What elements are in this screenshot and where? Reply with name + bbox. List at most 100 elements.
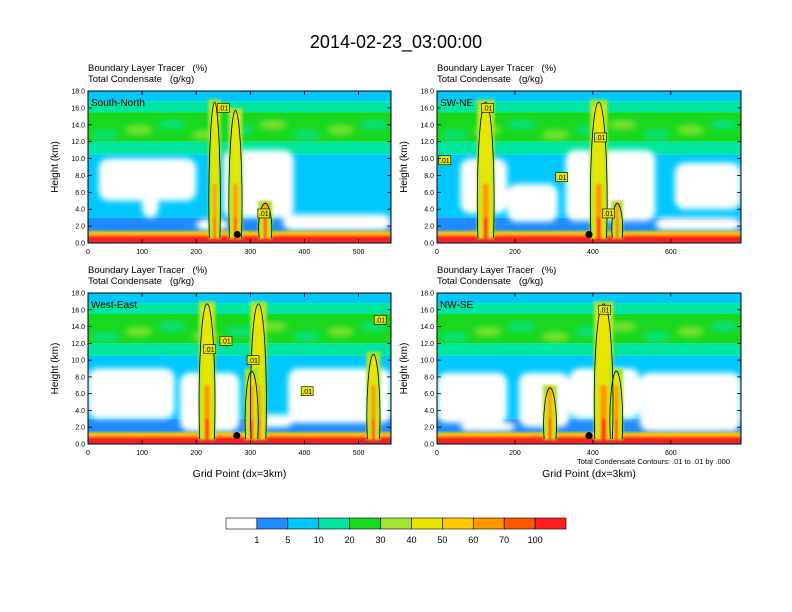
y-tick-label: 8.0 bbox=[424, 173, 434, 180]
y-tick-label: 10.0 bbox=[71, 358, 85, 365]
contour-label-2: .01 bbox=[557, 175, 567, 182]
patch-7 bbox=[326, 326, 355, 337]
contour-label-box-2 bbox=[246, 355, 260, 365]
bl-red bbox=[88, 235, 391, 243]
contour-2 bbox=[611, 202, 624, 238]
patch-6 bbox=[642, 331, 671, 342]
contour-label-1: .01 bbox=[596, 135, 606, 142]
patch-1 bbox=[124, 326, 153, 337]
location-marker bbox=[233, 231, 241, 239]
bl-red bbox=[437, 235, 741, 243]
contour-label-box-2 bbox=[555, 172, 569, 182]
panel-label-line1: Boundary Layer Tracer (%) bbox=[437, 265, 557, 276]
column-mid-0 bbox=[201, 307, 213, 440]
column-base-0 bbox=[205, 418, 209, 440]
patch-7 bbox=[676, 124, 705, 135]
panel-label-line2: Total Condensate (g/kg) bbox=[88, 74, 195, 85]
colorbar-label: 1 bbox=[254, 535, 259, 545]
section-name: West-East bbox=[91, 300, 137, 311]
clear-region-4 bbox=[460, 422, 515, 432]
y-tick-label: 4.0 bbox=[75, 207, 85, 214]
y-tick-label: 6.0 bbox=[75, 391, 85, 398]
contour-label-0: .01 bbox=[483, 106, 493, 113]
panel-label-line2: Total Condensate (g/kg) bbox=[88, 276, 195, 287]
contour-label-box-3 bbox=[300, 386, 314, 396]
colorbar-swatch-4 bbox=[349, 517, 381, 530]
contour-1 bbox=[589, 101, 608, 238]
column-base-0 bbox=[213, 217, 216, 239]
patch-0 bbox=[91, 331, 119, 342]
contour-2 bbox=[258, 202, 273, 238]
band-4 bbox=[437, 101, 741, 113]
y-tick-label: 0.0 bbox=[424, 241, 434, 248]
y-tick-label: 14.0 bbox=[71, 324, 85, 331]
patch-2 bbox=[158, 321, 186, 332]
clear-region-0 bbox=[88, 368, 175, 419]
y-tick-label: 12.0 bbox=[71, 139, 85, 146]
colorbar-swatch-0 bbox=[225, 517, 258, 530]
band-5 bbox=[437, 91, 741, 102]
contour-3 bbox=[366, 353, 381, 439]
y-tick-label: 16.0 bbox=[420, 105, 434, 112]
patch-6 bbox=[642, 129, 671, 140]
y-tick-label: 18.0 bbox=[71, 291, 85, 298]
clear-region-1 bbox=[142, 192, 159, 218]
column-core-1 bbox=[233, 183, 238, 239]
y-tick-label: 10.0 bbox=[420, 358, 434, 365]
contour-label-box-1 bbox=[203, 344, 217, 355]
y-tick-label: 18.0 bbox=[420, 89, 434, 96]
y-axis-title: Height (km) bbox=[399, 343, 410, 395]
column-base-2 bbox=[548, 418, 552, 440]
contour-0 bbox=[476, 101, 495, 238]
y-tick-label: 6.0 bbox=[75, 190, 85, 197]
colorbar-label: 60 bbox=[468, 535, 478, 545]
clear-region-3 bbox=[674, 162, 741, 210]
contour-label-1: .01 bbox=[259, 211, 269, 218]
x-tick-label: 400 bbox=[587, 249, 599, 256]
x-tick-label: 600 bbox=[665, 450, 677, 457]
colorbar-label: 50 bbox=[437, 535, 447, 545]
clear-region-0 bbox=[98, 158, 197, 201]
contour-label-box-0 bbox=[481, 103, 494, 113]
y-tick-label: 8.0 bbox=[75, 374, 85, 381]
band-5 bbox=[88, 293, 391, 304]
column-core-0 bbox=[482, 183, 489, 239]
location-marker bbox=[585, 432, 593, 440]
band-4 bbox=[88, 101, 391, 113]
column-base-0 bbox=[483, 217, 488, 239]
contour-label-1: .01 bbox=[205, 347, 215, 354]
y-tick-label: 0.0 bbox=[75, 442, 85, 449]
x-axis-title: Grid Point (dx=3km) bbox=[193, 468, 287, 480]
column-base-3 bbox=[372, 418, 375, 440]
band-5 bbox=[88, 91, 391, 102]
clear-region-4 bbox=[655, 217, 741, 231]
x-tick-label: 0 bbox=[86, 450, 90, 457]
y-tick-label: 4.0 bbox=[424, 207, 434, 214]
clear-region-2 bbox=[565, 150, 656, 222]
y-tick-label: 2.0 bbox=[75, 425, 85, 432]
patch-3 bbox=[541, 129, 570, 140]
patch-0 bbox=[440, 331, 468, 342]
column-core-1 bbox=[614, 385, 619, 440]
x-tick-label: 0 bbox=[86, 249, 90, 256]
x-tick-label: 400 bbox=[587, 450, 599, 457]
contour-label-0: .01 bbox=[221, 339, 231, 346]
contour-label-box-4 bbox=[438, 155, 452, 166]
x-tick-label: 500 bbox=[353, 249, 365, 256]
contour-1 bbox=[609, 370, 624, 439]
colorbar-swatch-2 bbox=[287, 517, 320, 530]
column-core-1 bbox=[595, 183, 602, 239]
x-tick-label: 0 bbox=[435, 249, 439, 256]
contour-label-0: .01 bbox=[600, 308, 610, 315]
y-tick-label: 12.0 bbox=[420, 139, 434, 146]
section-name: SW-NE bbox=[440, 98, 473, 109]
band-4 bbox=[88, 303, 391, 314]
y-tick-label: 2.0 bbox=[75, 224, 85, 231]
column-core-0 bbox=[204, 385, 210, 440]
y-tick-label: 8.0 bbox=[424, 374, 434, 381]
patch-2 bbox=[507, 321, 536, 332]
location-marker bbox=[233, 432, 241, 440]
clear-region-3 bbox=[639, 372, 741, 432]
clear-region-2 bbox=[288, 368, 391, 424]
y-tick-label: 0.0 bbox=[75, 241, 85, 248]
